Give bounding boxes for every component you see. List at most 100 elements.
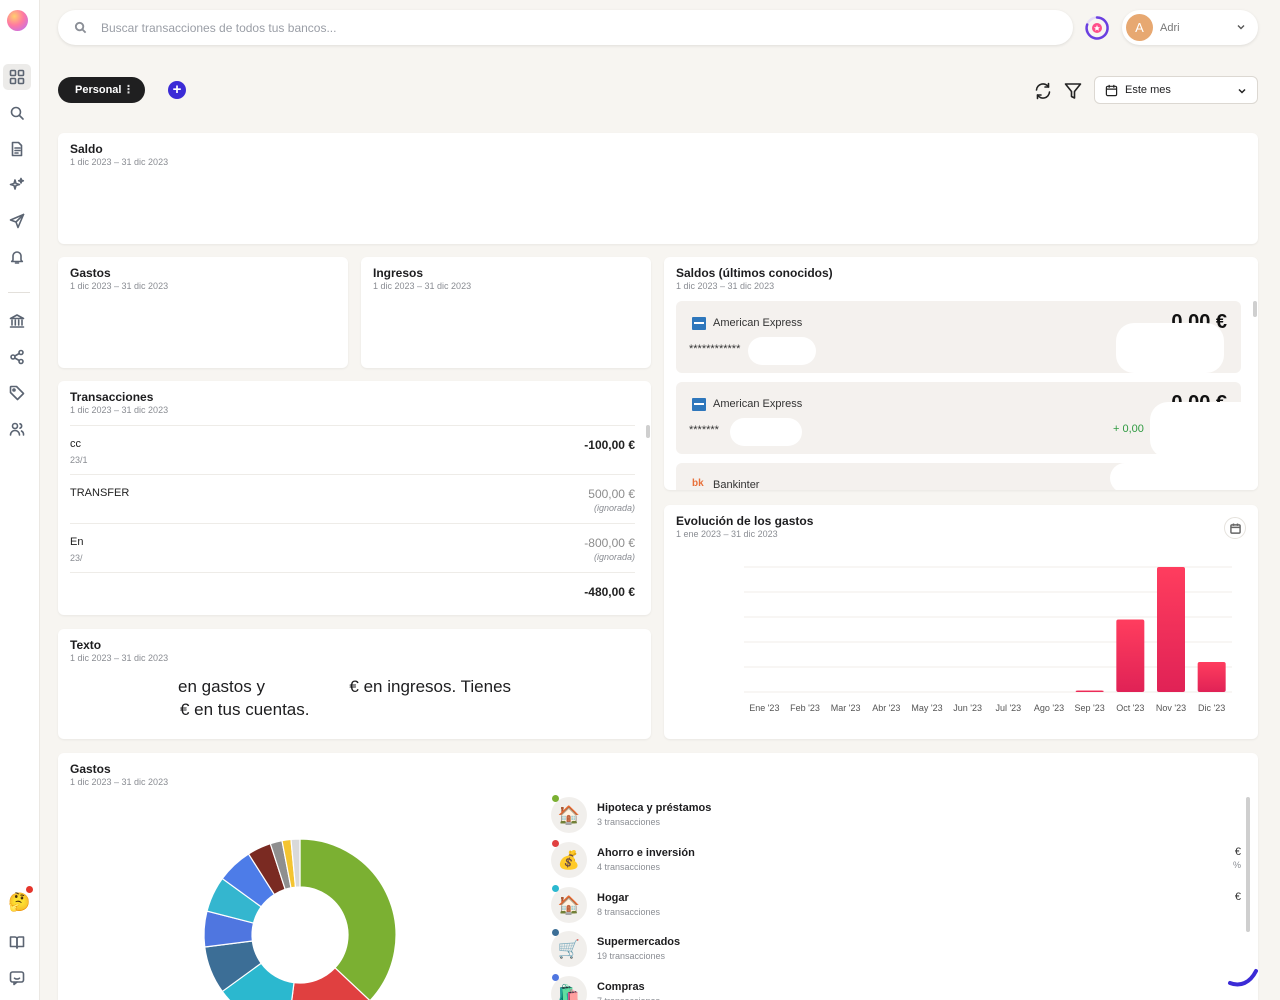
tag-icon[interactable]: [6, 382, 28, 404]
balance-change: + 0,00: [1113, 423, 1144, 435]
bell-icon[interactable]: [6, 246, 28, 268]
card-subtitle: 1 dic 2023 – 31 dic 2023: [70, 157, 169, 167]
user-name: Adri: [1160, 21, 1180, 34]
calendar-icon[interactable]: [1224, 517, 1246, 539]
category-item[interactable]: 🛒 Supermercados 19 transacciones: [551, 929, 1241, 971]
card-subtitle: 1 dic 2023 – 31 dic 2023: [70, 281, 169, 291]
bar[interactable]: [1197, 662, 1226, 692]
users-icon[interactable]: [6, 418, 28, 440]
x-tick-label: Nov '23: [1156, 703, 1186, 713]
category-count: 8 transacciones: [597, 907, 661, 917]
card-title: Evolución de los gastos: [676, 514, 814, 528]
x-tick-label: Dic '23: [1198, 703, 1225, 713]
transaction-row[interactable]: -480,00 €: [70, 572, 635, 615]
account-row[interactable]: bk Bankinter: [676, 463, 1258, 490]
bar[interactable]: [1075, 690, 1104, 693]
amex-logo-icon: [692, 398, 706, 411]
category-name: Hipoteca y préstamos: [597, 802, 712, 814]
search-input[interactable]: [101, 20, 1001, 35]
chat-support-icon[interactable]: [6, 967, 28, 989]
category-item[interactable]: 🏠 Hogar 8 transacciones €: [551, 885, 1241, 927]
category-icon: 🛒: [551, 931, 587, 967]
book-icon[interactable]: [6, 931, 28, 953]
sidebar: 🤔: [0, 0, 40, 1000]
account-number: *******: [689, 424, 719, 436]
account-row[interactable]: American Express 0,00 € ******* + 0,00: [676, 382, 1258, 458]
x-tick-label: Ene '23: [749, 703, 779, 713]
add-profile-button[interactable]: +: [168, 81, 186, 99]
chevron-down-icon: [1237, 25, 1245, 30]
account-bank: American Express: [713, 398, 803, 410]
x-tick-label: May '23: [911, 703, 942, 713]
card-subtitle: 1 dic 2023 – 31 dic 2023: [676, 281, 775, 291]
transaction-date: 23/1: [70, 455, 88, 465]
category-count: 19 transacciones: [597, 951, 666, 961]
send-icon[interactable]: [6, 210, 28, 232]
refresh-icon[interactable]: [1033, 81, 1053, 101]
scrollbar[interactable]: [1246, 797, 1250, 932]
app-logo[interactable]: [7, 10, 28, 31]
x-tick-label: Sep '23: [1075, 703, 1105, 713]
transaction-row[interactable]: En 23/ -800,00 € (ignorada): [70, 523, 635, 572]
card-subtitle: 1 ene 2023 – 31 dic 2023: [676, 529, 778, 539]
search-bar[interactable]: [58, 10, 1073, 45]
transaction-description: En: [70, 536, 84, 548]
bankinter-logo-icon: bk: [692, 478, 704, 489]
x-tick-label: Oct '23: [1116, 703, 1144, 713]
transaction-row[interactable]: TRANSFER 500,00 € (ignorada): [70, 474, 635, 523]
category-name: Ahorro e inversión: [597, 847, 695, 859]
progress-ring-icon[interactable]: [1084, 15, 1110, 41]
transaction-row[interactable]: cc 23/1 -100,00 €: [70, 425, 635, 474]
category-count: 3 transacciones: [597, 817, 661, 827]
bar[interactable]: [1116, 619, 1145, 693]
transaction-amount: -800,00 €: [584, 536, 635, 550]
user-menu[interactable]: A Adri: [1122, 10, 1258, 45]
chevron-down-icon: [1238, 88, 1246, 94]
category-color-dot: [552, 885, 559, 892]
document-icon[interactable]: [6, 138, 28, 160]
gastos-summary-card: Gastos 1 dic 2023 – 31 dic 2023: [58, 257, 348, 368]
transaction-amount: -480,00 €: [584, 585, 635, 599]
account-number: ************: [689, 343, 741, 355]
avatar: A: [1126, 14, 1153, 41]
category-percent: %: [1232, 860, 1241, 870]
category-item[interactable]: 🏠 Hipoteca y préstamos 3 transacciones: [551, 795, 1241, 837]
filter-icon[interactable]: [1063, 81, 1083, 101]
x-tick-label: Jun '23: [953, 703, 982, 713]
category-item[interactable]: 🛍️Compras7 transacciones€: [551, 974, 1241, 1000]
transaction-note: (ignorada): [593, 503, 635, 513]
sparkles-icon[interactable]: [6, 174, 28, 196]
saldos-card: Saldos (últimos conocidos) 1 dic 2023 – …: [664, 257, 1258, 490]
dashboard-icon[interactable]: [3, 64, 31, 90]
card-title: Transacciones: [70, 390, 154, 404]
help-chat-button[interactable]: [1226, 957, 1260, 991]
category-color-dot: [552, 795, 559, 802]
donut-slice[interactable]: [299, 838, 397, 1000]
date-range-select[interactable]: Este mes: [1094, 76, 1258, 104]
transaction-note: (ignorada): [593, 552, 635, 562]
bar[interactable]: [1157, 567, 1185, 692]
card-subtitle: 1 dic 2023 – 31 dic 2023: [70, 653, 169, 663]
search-icon[interactable]: [6, 102, 28, 124]
category-color-dot: [552, 929, 559, 936]
scrollbar[interactable]: [646, 425, 650, 438]
kebab-menu-icon[interactable]: ⋮: [123, 84, 134, 96]
transacciones-card: Transacciones 1 dic 2023 – 31 dic 2023 c…: [58, 381, 651, 615]
profile-selector[interactable]: Personal ⋮: [58, 77, 145, 103]
account-row[interactable]: American Express 0,00 € ************: [676, 301, 1241, 373]
share-icon[interactable]: [6, 346, 28, 368]
transaction-date: 23/: [70, 553, 83, 563]
scrollbar[interactable]: [1253, 301, 1257, 317]
category-count: 4 transacciones: [597, 862, 661, 872]
category-amount: €: [1234, 891, 1241, 903]
feedback-emoji-icon[interactable]: 🤔: [8, 892, 31, 912]
donut-slice[interactable]: [290, 838, 301, 888]
sidebar-divider: [8, 292, 30, 293]
category-color-dot: [552, 840, 559, 847]
donut-slice[interactable]: [288, 967, 371, 1000]
x-tick-label: Mar '23: [831, 703, 861, 713]
x-tick-label: Ago '23: [1034, 703, 1064, 713]
summary-text-part: € en ingresos. Tienes: [349, 677, 512, 696]
bank-icon[interactable]: [6, 310, 28, 332]
category-item[interactable]: 💰 Ahorro e inversión 4 transacciones €%: [551, 840, 1241, 882]
